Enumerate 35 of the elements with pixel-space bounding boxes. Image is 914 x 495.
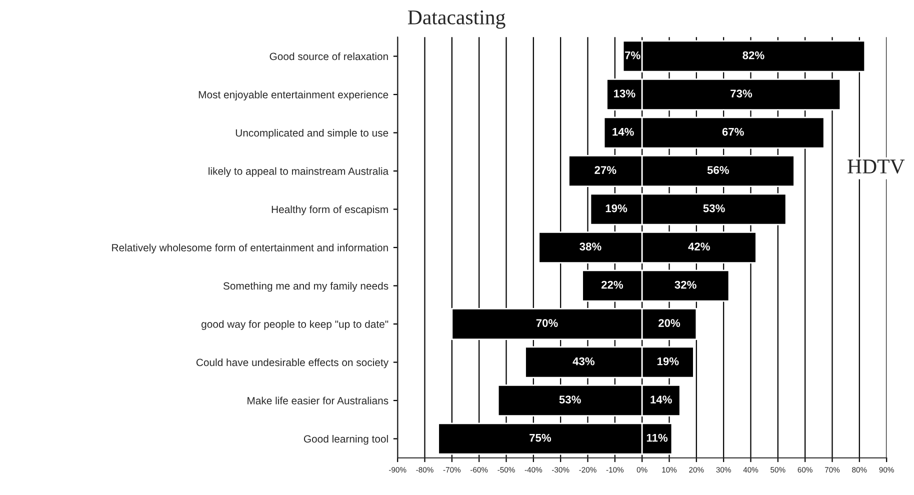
data-label: 19% [657,357,679,366]
data-label: 73% [730,90,752,98]
data-label: 56% [707,166,729,174]
y-tick-label: good way for people to keep "up to date" [202,320,388,330]
data-label: 14% [650,396,672,404]
data-label: 11% [646,434,668,442]
data-label: 20% [658,319,680,327]
data-label: 67% [722,128,744,136]
y-tick-label: Uncomplicated and simple to use [236,128,388,139]
data-label: 53% [703,204,725,212]
data-label: 38% [580,242,602,250]
data-label: 19% [606,204,628,212]
data-label: 70% [536,319,558,327]
y-tick-label: Make life easier for Australians [248,396,388,404]
data-label: 75% [530,434,552,442]
annotation: HDTV [848,160,905,174]
data-label: 14% [612,128,634,136]
y-tick-label: Most enjoyable entertainment experience [198,90,388,100]
data-label: 13% [614,90,636,98]
chart-title: Datacasting [408,10,506,29]
y-tick-label: Good learning tool [304,434,388,445]
data-label: 43% [572,357,595,366]
y-tick-label: Good source of relaxation [270,52,388,60]
data-label: 22% [601,280,624,289]
data-label: 32% [674,280,696,289]
data-label: 82% [742,51,764,60]
data-label: 42% [688,242,710,250]
data-label: 7% [625,51,640,60]
y-tick-label: Relatively wholesome form of entertainment and information [112,244,388,254]
data-label: 53% [559,396,581,404]
y-tick-label: Healthy form of escapism [272,205,388,216]
y-tick-label: Something me and my family needs [223,282,388,292]
data-label: 27% [594,166,616,174]
y-tick-label: likely to appeal to mainstream Australia [208,167,389,177]
y-tick-label: Could have undesirable effects on society [196,358,389,368]
